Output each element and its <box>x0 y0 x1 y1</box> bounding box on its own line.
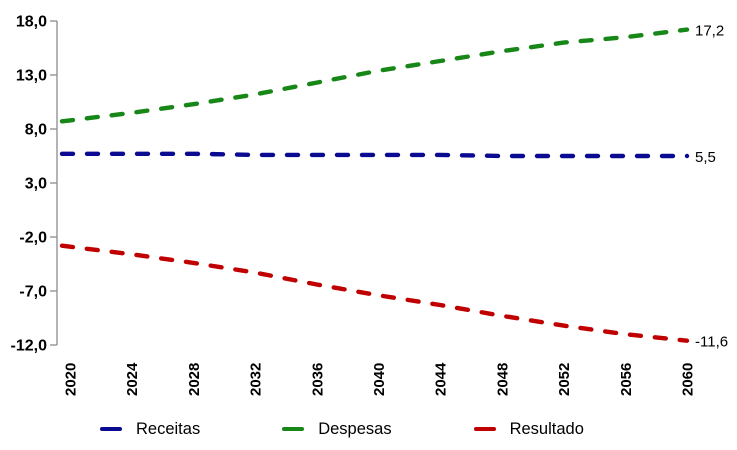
y-axis-tick-label: 13,0 <box>16 68 47 85</box>
x-axis-tick-label: 2036 <box>309 363 326 396</box>
x-axis-tick-label: 2048 <box>494 363 511 396</box>
y-axis-tick-label: 3,0 <box>25 176 47 193</box>
legend-dash-icon-receitas <box>100 426 122 432</box>
x-axis-tick-label: 2056 <box>618 363 635 396</box>
chart-canvas: 18,0 13,0 8,0 3,0 -2,0 -7,0 -12,0 2020 2024 2028 2… <box>11 14 729 397</box>
x-axis-tick-label: 2020 <box>63 363 80 396</box>
series-line-despesas <box>59 27 690 124</box>
series-end-label-resultado: -11,6 <box>695 334 728 351</box>
y-axis-tick-label: -7,0 <box>19 284 47 301</box>
x-axis-tick-label: 2032 <box>248 363 265 396</box>
x-axis-tick-label: 2028 <box>186 363 203 396</box>
legend-dash-icon-resultado <box>473 426 496 432</box>
y-axis-tick-label: -12,0 <box>11 338 48 355</box>
y-axis-tick-label: -2,0 <box>19 230 47 247</box>
series-line-resultado <box>59 243 690 343</box>
y-axis-tick-label: 8,0 <box>25 122 47 139</box>
series-end-label-receitas: 5,5 <box>695 149 716 166</box>
x-axis-tick-label: 2052 <box>556 363 573 396</box>
legend-label-resultado: Resultado <box>509 419 584 438</box>
legend-dash-icon-despesas <box>282 426 305 432</box>
x-axis-tick-label: 2024 <box>124 362 141 396</box>
legend-item-receitas: Receitas <box>100 420 200 439</box>
x-axis-tick-label: 2044 <box>433 362 450 396</box>
legend-label-despesas: Despesas <box>318 419 392 438</box>
series-end-label-despesas: 17,2 <box>695 23 724 40</box>
x-axis-tick-label: 2060 <box>680 363 697 396</box>
legend-item-resultado: Resultado <box>473 419 584 439</box>
legend-item-despesas: Despesas <box>282 419 392 439</box>
legend-label-receitas: Receitas <box>136 419 201 438</box>
chart-legend: Receitas Despesas Resultado <box>0 405 737 450</box>
y-axis-tick-label: 18,0 <box>16 14 47 31</box>
x-axis-tick-label: 2040 <box>371 363 388 396</box>
series-line-receitas <box>59 151 690 159</box>
